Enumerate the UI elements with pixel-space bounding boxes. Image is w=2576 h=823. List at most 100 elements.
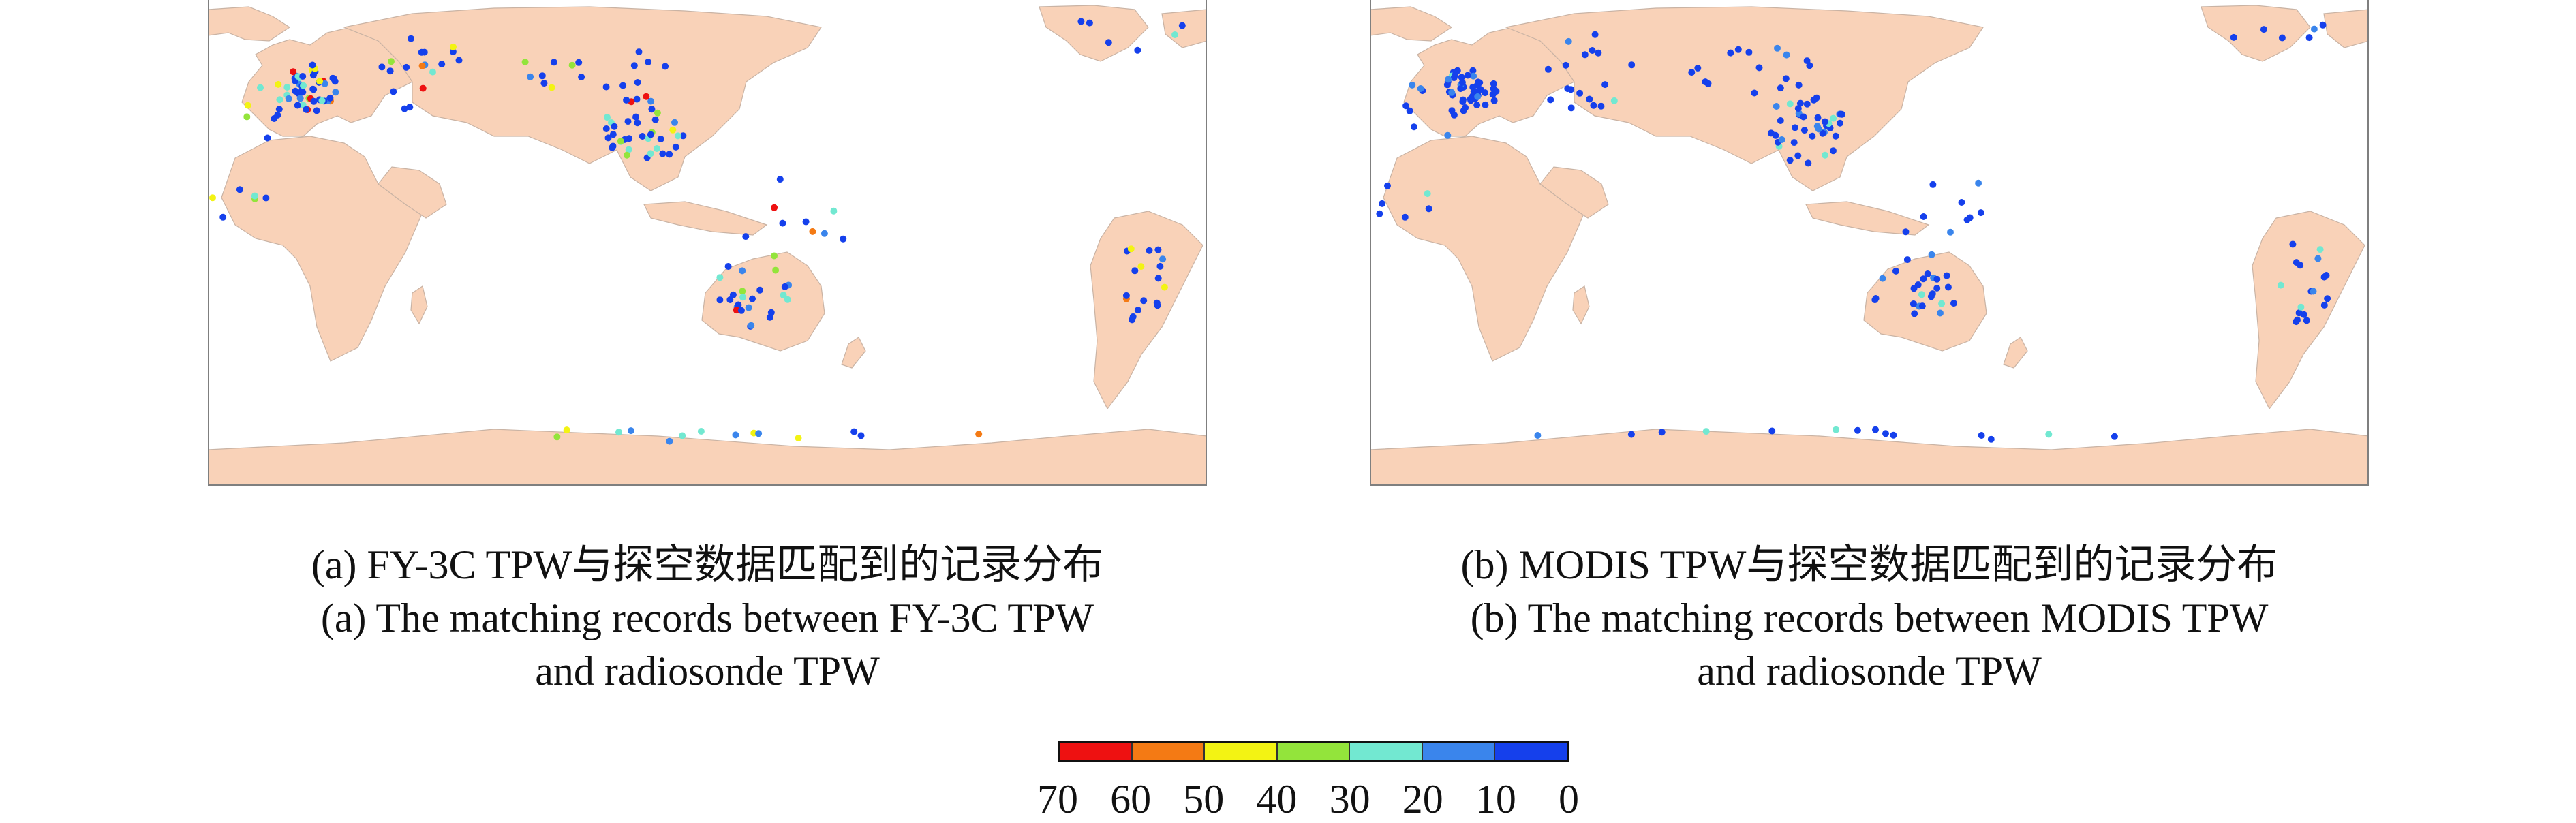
station-dot (243, 113, 251, 121)
continents (208, 5, 1207, 486)
world-map-modis (1370, 0, 2369, 486)
station-dot (300, 82, 307, 89)
land-mass (208, 429, 1207, 486)
station-dot (1586, 95, 1593, 103)
land-mass (643, 201, 768, 236)
station-dot (1937, 309, 1944, 317)
station-dot (657, 136, 664, 142)
station-dot (251, 192, 258, 200)
station-dot (1448, 89, 1456, 96)
station-dot (2297, 303, 2305, 311)
land-mass (1572, 285, 1590, 325)
station-dot (1601, 81, 1609, 89)
station-dot (647, 97, 655, 105)
station-dot (735, 301, 742, 309)
station-dot (653, 145, 660, 152)
station-dot (450, 43, 457, 50)
station-dot (724, 263, 732, 270)
caption-en-line1: (a) The matching records between FY-3C T… (320, 595, 1094, 640)
station-dot (1977, 209, 1984, 217)
station-dot (1146, 247, 1153, 254)
station-dot (1134, 307, 1141, 314)
station-dot (2303, 317, 2310, 324)
station-dot (1477, 86, 1484, 93)
station-dot (1920, 275, 1927, 283)
station-dot (784, 296, 791, 303)
station-dot (624, 118, 632, 125)
station-dot (455, 57, 463, 64)
tpw-colorbar (1058, 741, 1569, 762)
station-dot (679, 132, 687, 140)
station-dot (779, 219, 786, 227)
station-dot (1589, 47, 1596, 54)
station-dot (1902, 228, 1910, 236)
station-dot (257, 84, 264, 91)
station-dot (651, 116, 659, 123)
station-dot (602, 83, 610, 91)
station-dot (318, 97, 326, 104)
station-dot (1581, 51, 1589, 59)
station-dot (1454, 67, 1461, 74)
station-dot (1745, 48, 1753, 56)
colorbar-tick-labels: 70 60 50 40 30 20 10 0 (1037, 777, 1579, 823)
station-dot (619, 82, 627, 89)
station-dot (1077, 18, 1085, 25)
station-dot (1774, 44, 1781, 52)
station-dot (1445, 76, 1452, 83)
station-dot (850, 428, 858, 435)
station-dot (1938, 300, 1946, 307)
station-dot (527, 73, 534, 80)
station-dot (1627, 431, 1635, 438)
station-dot (296, 95, 304, 102)
station-dot (617, 138, 624, 145)
station-dot (378, 63, 386, 71)
station-dot (294, 102, 301, 109)
station-dot (732, 431, 739, 439)
land-mass (1805, 201, 1930, 236)
map-panel-fy3c (208, 0, 1207, 486)
colorbar-tick-label: 70 (1037, 777, 1078, 822)
map-frame (1370, 0, 2369, 486)
station-dot (1872, 295, 1880, 302)
station-dot (1544, 65, 1552, 73)
colorbar-segment (1422, 743, 1496, 760)
station-dot (521, 59, 529, 65)
station-dot (299, 89, 307, 96)
station-dot (1800, 127, 1808, 134)
station-dot (321, 80, 328, 87)
station-dot (449, 48, 457, 55)
station-dot (1444, 131, 1452, 139)
station-dots (209, 18, 1186, 445)
colorbar-tick-label: 60 (1110, 777, 1152, 822)
station-dot (271, 115, 278, 122)
station-dot (1458, 79, 1466, 86)
station-dot (1474, 93, 1482, 100)
station-dot (840, 235, 847, 243)
station-dot (1402, 102, 1410, 110)
station-dot (1154, 275, 1162, 282)
station-dot (737, 307, 745, 314)
station-dot (1154, 246, 1162, 253)
station-dot (236, 186, 243, 193)
station-dot (1161, 283, 1168, 291)
station-dot (563, 426, 570, 434)
caption-en-line1: (b) The matching records between MODIS T… (1470, 595, 2269, 640)
station-dot (625, 146, 632, 153)
station-dot (1565, 37, 1572, 45)
station-dot (1597, 102, 1605, 110)
station-dot (1727, 49, 1734, 57)
station-dot (1105, 39, 1112, 46)
station-dot (219, 213, 227, 221)
station-dot (1987, 435, 1995, 443)
colorbar-segment (1350, 743, 1423, 760)
map-panel-modis (1370, 0, 2369, 486)
station-dot (802, 218, 810, 226)
station-dot (1401, 213, 1409, 221)
station-dot (406, 104, 414, 111)
station-dot (1911, 310, 1918, 317)
caption-panel-a: (a) FY-3C TPW与探空数据匹配到的记录分布 (a) The match… (162, 538, 1253, 698)
station-dot (679, 432, 686, 439)
station-dot (1792, 124, 1798, 131)
station-dot (386, 67, 394, 75)
station-dot (2294, 316, 2301, 324)
